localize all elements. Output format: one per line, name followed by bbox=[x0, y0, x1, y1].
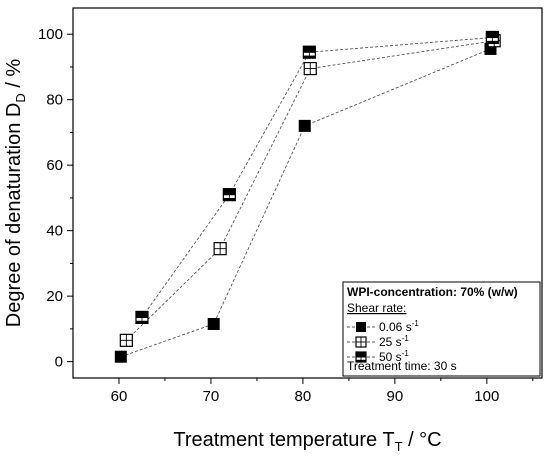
series-line-0 bbox=[120, 48, 491, 358]
y-tick-label-4: 80 bbox=[46, 92, 63, 109]
y-tick-label-1: 20 bbox=[46, 288, 63, 305]
marker-fill bbox=[298, 119, 311, 132]
x-tick-label-4: 100 bbox=[474, 388, 499, 405]
plot-layer bbox=[114, 30, 501, 363]
series-line-2 bbox=[141, 37, 493, 318]
legend-label-2: 50 s-1 bbox=[379, 349, 409, 364]
data-point-s2-p1 bbox=[222, 188, 236, 202]
data-point-s2-p2 bbox=[302, 45, 316, 59]
x-tick-label-1: 70 bbox=[203, 388, 220, 405]
legend-box bbox=[342, 281, 541, 377]
data-point-s1-p1 bbox=[213, 242, 227, 256]
legend-title: WPI-concentration: 70% (w/w) bbox=[347, 285, 518, 299]
legend-label-superscript-2: -1 bbox=[402, 349, 410, 358]
data-point-s0-p0 bbox=[114, 350, 127, 363]
y-tick-label-0: 0 bbox=[55, 354, 63, 371]
legend-subtitle: Shear rate: bbox=[347, 301, 406, 315]
legend-label-superscript-1: -1 bbox=[402, 334, 410, 343]
x-tick-label-0: 60 bbox=[111, 388, 128, 405]
x-tick-label-2: 80 bbox=[295, 388, 312, 405]
series-line-1 bbox=[126, 40, 495, 341]
y-axis-title: Degree of denaturation DD / % bbox=[3, 59, 28, 328]
legend-marker-2 bbox=[355, 351, 367, 363]
marker-fill bbox=[356, 322, 366, 332]
data-point-s2-p3 bbox=[485, 30, 499, 45]
y-tick-label-5: 100 bbox=[38, 26, 63, 43]
legend-label-1: 25 s-1 bbox=[379, 334, 409, 349]
axes-layer: 60 70 80 90 100 0 20 40 60 80 100 Treatment tempera… bbox=[3, 7, 543, 454]
legend-label-main-0: 0.06 s bbox=[379, 320, 412, 334]
x-axis-title-unit: / °C bbox=[403, 429, 442, 451]
legend: WPI-concentration: 70% (w/w) Shear rate: 0… bbox=[342, 281, 541, 377]
legend-marker-0 bbox=[356, 322, 366, 332]
legend-label-superscript-0: -1 bbox=[412, 319, 420, 328]
legend-label-main-1: 25 s bbox=[379, 335, 402, 349]
data-point-s2-p0 bbox=[135, 310, 149, 325]
y-tick-label-3: 60 bbox=[46, 157, 63, 174]
legend-marker-1 bbox=[355, 336, 367, 348]
x-axis-title-subscript: T bbox=[395, 439, 403, 454]
data-point-s0-p1 bbox=[207, 317, 220, 330]
marker-fill bbox=[207, 317, 220, 330]
legend-label-main-2: 50 s bbox=[379, 350, 402, 364]
x-axis-title-main: Treatment temperature T bbox=[173, 429, 394, 451]
legend-label-0: 0.06 s-1 bbox=[379, 319, 419, 334]
plot-frame bbox=[72, 7, 543, 379]
y-axis-title-subscript: D bbox=[13, 93, 28, 102]
x-tick-label-3: 90 bbox=[387, 388, 404, 405]
y-tick-label-2: 40 bbox=[46, 223, 63, 240]
data-point-s0-p2 bbox=[298, 119, 311, 132]
legend-footer: Treatment time: 30 s bbox=[347, 359, 457, 373]
y-axis-title-main: Degree of denaturation D bbox=[3, 103, 25, 328]
y-axis-title-unit: / % bbox=[3, 59, 25, 94]
x-axis-title: Treatment temperature TT / °C bbox=[173, 429, 441, 454]
data-point-s1-p0 bbox=[119, 333, 133, 347]
marker-fill bbox=[114, 350, 127, 363]
data-point-s1-p2 bbox=[303, 61, 317, 76]
